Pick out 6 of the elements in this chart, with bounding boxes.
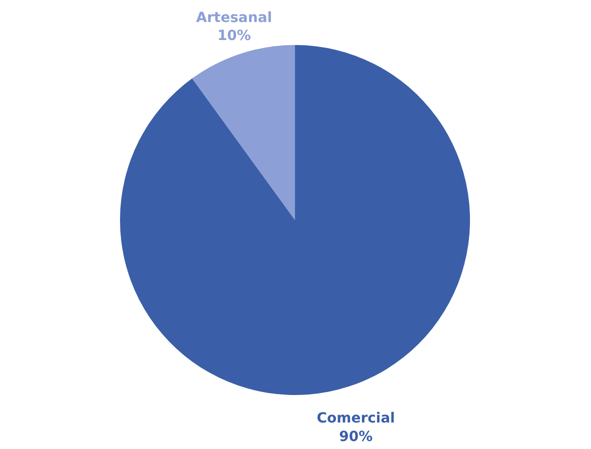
pie-slice <box>120 45 470 395</box>
pie-slice <box>192 45 295 220</box>
slice-label: Comercial <box>316 410 395 427</box>
slice-label: Artesanal <box>196 10 272 26</box>
data-label: 90% <box>339 428 373 445</box>
data-label: 10% <box>217 28 251 44</box>
